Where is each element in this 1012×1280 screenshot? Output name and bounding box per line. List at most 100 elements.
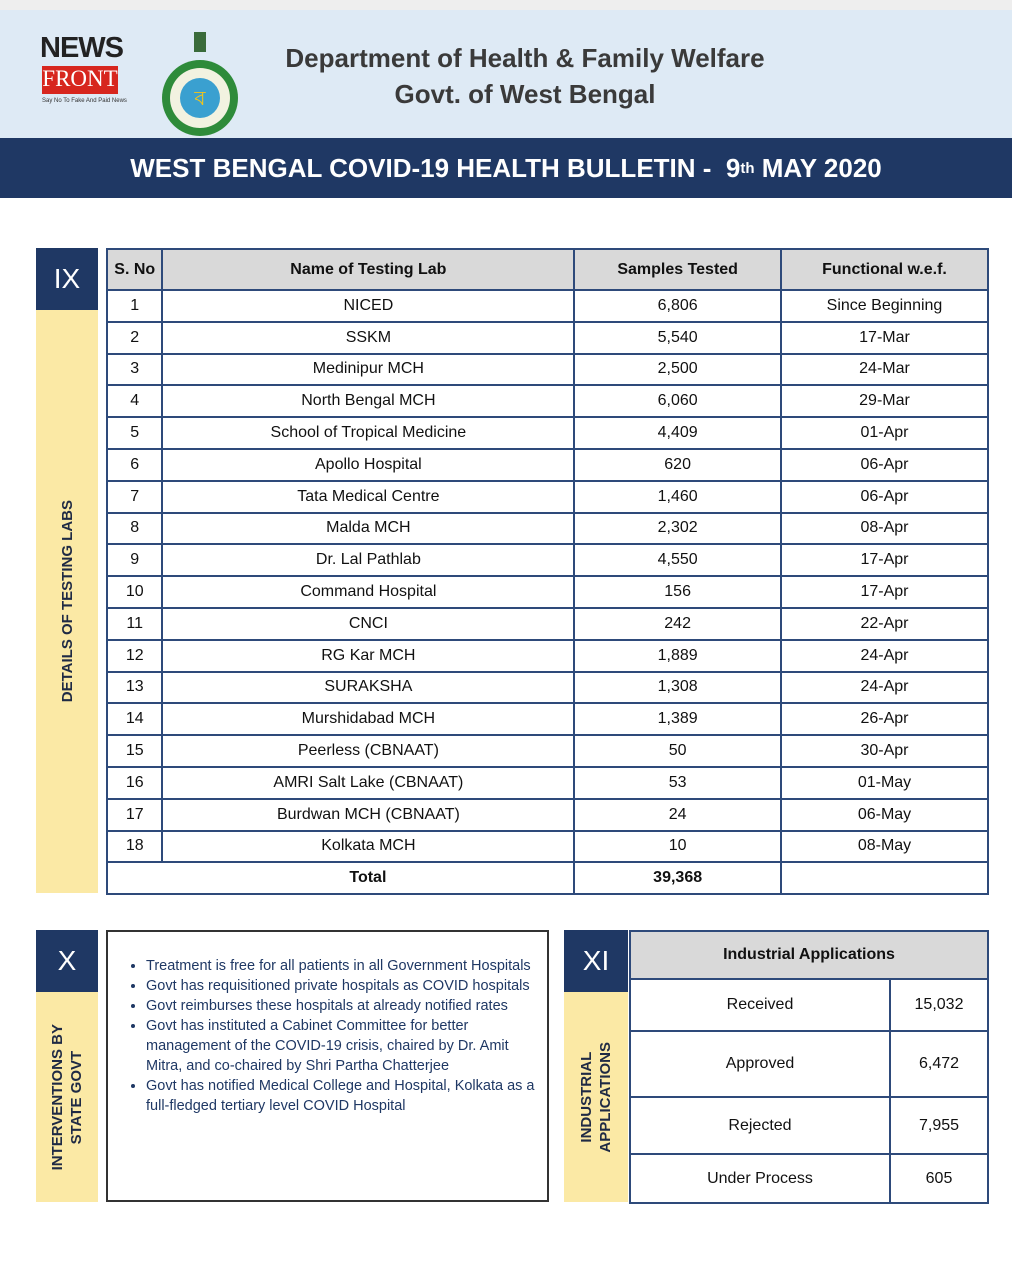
intervention-item: Treatment is free for all patients in al… xyxy=(146,956,535,976)
table-cell: 10 xyxy=(573,829,782,864)
table-cell: 06-May xyxy=(780,797,989,832)
table-row: 6 Apollo Hospital 620 06-Apr xyxy=(105,447,989,482)
table-cell: School of Tropical Medicine xyxy=(161,416,576,450)
table-cell: Burdwan MCH (CBNAAT) xyxy=(161,797,576,832)
table-cell: RG Kar MCH xyxy=(161,638,576,673)
side-label-line: STATE GOVT xyxy=(68,1050,85,1144)
column-header: Samples Tested xyxy=(573,248,782,291)
table-cell: 4 xyxy=(105,384,164,419)
table-cell: SURAKSHA xyxy=(161,670,576,705)
table-cell: 18 xyxy=(105,829,164,864)
table-cell: Medinipur MCH xyxy=(161,352,576,387)
table-cell: 24 xyxy=(573,797,782,832)
table-cell: 06-Apr xyxy=(780,447,989,482)
section-number: X xyxy=(36,930,98,992)
table-cell: 30-Apr xyxy=(780,734,989,768)
table-cell: 15,032 xyxy=(889,978,989,1032)
table-row: 4 North Bengal MCH 6,060 29-Mar xyxy=(105,384,989,419)
side-label-line: INDUSTRIAL xyxy=(578,1051,595,1143)
table-cell: 1 xyxy=(105,289,164,323)
table-row: 10 Command Hospital 156 17-Apr xyxy=(105,575,989,609)
table-cell: 06-Apr xyxy=(780,479,989,514)
side-label-text: DETAILS OF TESTING LABS xyxy=(58,500,76,703)
table-cell: 3 xyxy=(105,352,164,387)
table-row: 7 Tata Medical Centre 1,460 06-Apr xyxy=(105,479,989,514)
intervention-item: Govt has notified Medical College and Ho… xyxy=(146,1076,535,1116)
intervention-item: Govt has requisitioned private hospitals… xyxy=(146,976,535,996)
table-cell: 17-Apr xyxy=(780,575,989,609)
table-cell: NICED xyxy=(161,289,576,323)
table-cell: 17-Apr xyxy=(780,543,989,578)
table-cell: 7,955 xyxy=(889,1096,989,1155)
table-cell: 7 xyxy=(105,479,164,514)
table-cell: 22-Apr xyxy=(780,606,989,641)
header-row: Industrial Applications xyxy=(629,930,989,980)
table-row: 13 SURAKSHA 1,308 24-Apr xyxy=(105,670,989,705)
table-cell: 17 xyxy=(105,797,164,832)
table-cell: Approved xyxy=(629,1030,891,1098)
logo-top: NEWS xyxy=(40,32,124,64)
side-label: DETAILS OF TESTING LABS xyxy=(36,310,98,893)
table-cell: 1,460 xyxy=(573,479,782,514)
total-value: 39,368 xyxy=(573,861,782,896)
side-label: INDUSTRIAL APPLICATIONS xyxy=(564,992,628,1202)
table-cell: Tata Medical Centre xyxy=(161,479,576,514)
column-header: Functional w.e.f. xyxy=(780,248,989,291)
table-cell: Since Beginning xyxy=(780,289,989,323)
table-cell: 9 xyxy=(105,543,164,578)
header: NEWS FRONT Say No To Fake And Paid News … xyxy=(0,10,1012,138)
header-row: S. No Name of Testing Lab Samples Tested Fu… xyxy=(105,248,989,291)
bulletin-month: MAY 2020 xyxy=(761,152,882,183)
logo-tagline: Say No To Fake And Paid News xyxy=(42,98,127,104)
table-cell: 50 xyxy=(573,734,782,768)
emblem: ব xyxy=(162,32,238,136)
table-cell: 1,389 xyxy=(573,702,782,737)
table-cell: 605 xyxy=(889,1153,989,1204)
total-empty xyxy=(780,861,989,896)
table-cell: 4,550 xyxy=(573,543,782,578)
side-label-line: APPLICATIONS xyxy=(597,1041,614,1153)
table-cell: 16 xyxy=(105,765,164,800)
table-cell: 156 xyxy=(573,575,782,609)
column-header: Name of Testing Lab xyxy=(161,248,576,291)
table-cell: 6 xyxy=(105,447,164,482)
table-cell: 29-Mar xyxy=(780,384,989,419)
table-row: Under Process 605 xyxy=(629,1153,989,1204)
interventions-list: Treatment is free for all patients in al… xyxy=(108,956,535,1116)
section-number: IX xyxy=(36,248,98,310)
total-spacer xyxy=(105,861,163,896)
table-cell: 4,409 xyxy=(573,416,782,450)
table-cell: North Bengal MCH xyxy=(161,384,576,419)
table-row: 16 AMRI Salt Lake (CBNAAT) 53 01-May xyxy=(105,765,989,800)
table-cell: 2 xyxy=(105,320,164,355)
table-row: Rejected 7,955 xyxy=(629,1096,989,1155)
svg-text:ব: ব xyxy=(193,88,206,110)
table-row: Approved 6,472 xyxy=(629,1030,989,1098)
title-line: Govt. of West Bengal xyxy=(394,79,656,109)
bulletin-bar: WEST BENGAL COVID-19 HEALTH BULLETIN - 9… xyxy=(0,138,1012,198)
table-row: Received 15,032 xyxy=(629,978,989,1032)
bulletin-prefix: WEST BENGAL COVID-19 HEALTH BULLETIN - xyxy=(130,152,712,183)
table-cell: Dr. Lal Pathlab xyxy=(161,543,576,578)
side-label-text: INDUSTRIAL APPLICATIONS xyxy=(577,1042,615,1153)
interventions-box: Treatment is free for all patients in al… xyxy=(106,930,549,1202)
table-cell: 2,302 xyxy=(573,511,782,546)
labs-table: S. No Name of Testing Lab Samples Tested Fu… xyxy=(105,248,989,896)
table-cell: 53 xyxy=(573,765,782,800)
table-cell: 10 xyxy=(105,575,164,609)
table-cell: Under Process xyxy=(629,1153,891,1204)
table-cell: 1,308 xyxy=(573,670,782,705)
table-cell: 6,060 xyxy=(573,384,782,419)
intervention-item: Govt reimburses these hospitals at alrea… xyxy=(146,996,535,1016)
table-cell: Received xyxy=(629,978,891,1032)
table-row: 11 CNCI 242 22-Apr xyxy=(105,606,989,641)
dept-title: Department of Health & Family Welfare Go… xyxy=(260,40,790,112)
table-cell: 01-May xyxy=(780,765,989,800)
table-cell: AMRI Salt Lake (CBNAAT) xyxy=(161,765,576,800)
table-cell: Kolkata MCH xyxy=(161,829,576,864)
table-row: 17 Burdwan MCH (CBNAAT) 24 06-May xyxy=(105,797,989,832)
table-cell: 14 xyxy=(105,702,164,737)
table-row: 15 Peerless (CBNAAT) 50 30-Apr xyxy=(105,734,989,768)
logo-bottom: FRONT xyxy=(42,66,118,94)
table-cell: 08-Apr xyxy=(780,511,989,546)
